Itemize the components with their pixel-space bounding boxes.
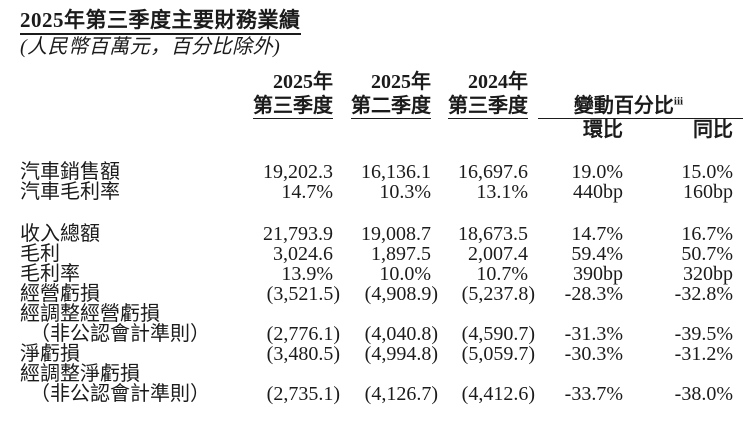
cell-q3-2024: (4,590.7) xyxy=(461,323,535,345)
col-header-q3-2024-quarter: 第三季度 xyxy=(448,94,528,119)
cell-qoq: 59.4% xyxy=(571,243,623,265)
table-row-operating-loss: 經營虧損 (3,521.5) (4,908.9) (5,237.8) -28.3… xyxy=(20,284,743,304)
row-label: 汽車毛利率 xyxy=(20,181,120,203)
cell-q2-2025: 1,897.5 xyxy=(371,243,431,265)
cell-q3-2024: 18,673.5 xyxy=(458,223,528,245)
header-spacer xyxy=(20,119,538,141)
cell-q3-2024: (5,059.7) xyxy=(461,343,535,365)
cell-qoq: -33.7% xyxy=(564,383,623,405)
row-label: （非公認會計準則） xyxy=(30,383,210,405)
row-label: 汽車銷售額 xyxy=(20,161,120,183)
row-label: 經營虧損 xyxy=(20,283,100,305)
cell-qoq: -30.3% xyxy=(564,343,623,365)
cell-yoy: 16.7% xyxy=(681,223,733,245)
cell-yoy: 160bp xyxy=(683,181,733,203)
row-label: 淨虧損 xyxy=(20,343,80,365)
table-row-total-revenue: 收入總額 21,793.9 19,008.7 18,673.5 14.7% 16… xyxy=(20,224,743,244)
cell-qoq: 19.0% xyxy=(571,161,623,183)
col-header-q3-2024-year: 2024年 xyxy=(468,71,528,93)
col-header-change-percent: 變動百分比iii xyxy=(538,92,743,119)
cell-q2-2025: (4,126.7) xyxy=(364,383,438,405)
header-spacer xyxy=(20,92,240,119)
cell-q3-2025: 13.9% xyxy=(281,263,333,285)
table-row-vehicle-margin: 汽車毛利率 14.7% 10.3% 13.1% 440bp 160bp xyxy=(20,182,743,202)
spacer-row xyxy=(20,202,743,224)
cell-q3-2025: (3,521.5) xyxy=(266,283,340,305)
col-header-yoy: 同比 xyxy=(693,119,733,141)
header-spacer xyxy=(538,72,743,92)
cell-q3-2025: (3,480.5) xyxy=(266,343,340,365)
cell-q3-2025: 14.7% xyxy=(281,181,333,203)
cell-yoy: 320bp xyxy=(683,263,733,285)
cell-qoq: 390bp xyxy=(573,263,623,285)
cell-q3-2025: 3,024.6 xyxy=(273,243,333,265)
table-row-vehicle-sales: 汽車銷售額 19,202.3 16,136.1 16,697.6 19.0% 1… xyxy=(20,162,743,182)
table-row-adj-operating-loss-values: （非公認會計準則） (2,776.1) (4,040.8) (4,590.7) … xyxy=(20,324,743,344)
cell-yoy: -39.5% xyxy=(674,323,733,345)
cell-q3-2025: (2,776.1) xyxy=(266,323,340,345)
footnote-marker: iii xyxy=(673,95,684,108)
cell-q2-2025: 16,136.1 xyxy=(361,161,431,183)
title-block: 2025年第三季度主要財務業績 xyxy=(20,9,750,35)
spacer-row xyxy=(20,140,743,162)
report-page: 2025年第三季度主要財務業績 (人民幣百萬元，百分比除外) 2025年 202… xyxy=(20,9,750,404)
cell-q3-2024: 10.7% xyxy=(476,263,528,285)
cell-q2-2025: (4,040.8) xyxy=(364,323,438,345)
col-header-qoq: 環比 xyxy=(583,119,623,141)
row-label: 經調整淨虧損 xyxy=(20,363,140,385)
header-spacer xyxy=(20,72,240,92)
page-title: 2025年第三季度主要財務業績 xyxy=(20,9,301,35)
row-label: 經調整經營虧損 xyxy=(20,303,160,325)
cell-q2-2025: (4,908.9) xyxy=(364,283,438,305)
cell-q3-2024: 2,007.4 xyxy=(468,243,528,265)
col-header-q2-2025-year: 2025年 xyxy=(371,71,431,93)
financial-results-table: 2025年 2025年 2024年 第三季度 第二季度 第三季度 變動百分比ii… xyxy=(20,72,743,404)
col-header-q2-2025-quarter: 第二季度 xyxy=(351,94,431,119)
table-row-gross-profit: 毛利 3,024.6 1,897.5 2,007.4 59.4% 50.7% xyxy=(20,244,743,264)
cell-q3-2024: (5,237.8) xyxy=(461,283,535,305)
cell-yoy: 15.0% xyxy=(681,161,733,183)
header-row-change-type: 環比 同比 xyxy=(20,119,743,141)
cell-qoq: 440bp xyxy=(573,181,623,203)
row-label: 毛利 xyxy=(20,243,60,265)
cell-q3-2024: (4,412.6) xyxy=(461,383,535,405)
row-label: 毛利率 xyxy=(20,263,80,285)
cell-q2-2025: 19,008.7 xyxy=(361,223,431,245)
col-header-q3-2025-quarter: 第三季度 xyxy=(253,94,333,119)
cell-qoq: -28.3% xyxy=(564,283,623,305)
cell-q3-2024: 13.1% xyxy=(476,181,528,203)
cell-yoy: -31.2% xyxy=(674,343,733,365)
cell-yoy: 50.7% xyxy=(681,243,733,265)
table-row-net-loss: 淨虧損 (3,480.5) (4,994.8) (5,059.7) -30.3%… xyxy=(20,344,743,364)
cell-qoq: -31.3% xyxy=(564,323,623,345)
row-label: 收入總額 xyxy=(20,223,100,245)
header-row-year: 2025年 2025年 2024年 xyxy=(20,72,743,92)
cell-q2-2025: 10.0% xyxy=(379,263,431,285)
table-row-adj-operating-loss-label: 經調整經營虧損 xyxy=(20,304,743,324)
cell-q3-2025: (2,735.1) xyxy=(266,383,340,405)
page-subtitle: (人民幣百萬元，百分比除外) xyxy=(20,36,281,58)
cell-q3-2024: 16,697.6 xyxy=(458,161,528,183)
cell-q3-2025: 19,202.3 xyxy=(263,161,333,183)
cell-q2-2025: 10.3% xyxy=(379,181,431,203)
row-label: （非公認會計準則） xyxy=(30,323,210,345)
cell-yoy: -38.0% xyxy=(674,383,733,405)
cell-qoq: 14.7% xyxy=(571,223,623,245)
table-row-adj-net-loss-label: 經調整淨虧損 xyxy=(20,364,743,384)
header-row-quarter: 第三季度 第二季度 第三季度 變動百分比iii xyxy=(20,92,743,119)
cell-yoy: -32.8% xyxy=(674,283,733,305)
cell-q2-2025: (4,994.8) xyxy=(364,343,438,365)
cell-q3-2025: 21,793.9 xyxy=(263,223,333,245)
table-row-adj-net-loss-values: （非公認會計準則） (2,735.1) (4,126.7) (4,412.6) … xyxy=(20,384,743,404)
table-row-gross-margin: 毛利率 13.9% 10.0% 10.7% 390bp 320bp xyxy=(20,264,743,284)
col-header-q3-2025-year: 2025年 xyxy=(273,71,333,93)
